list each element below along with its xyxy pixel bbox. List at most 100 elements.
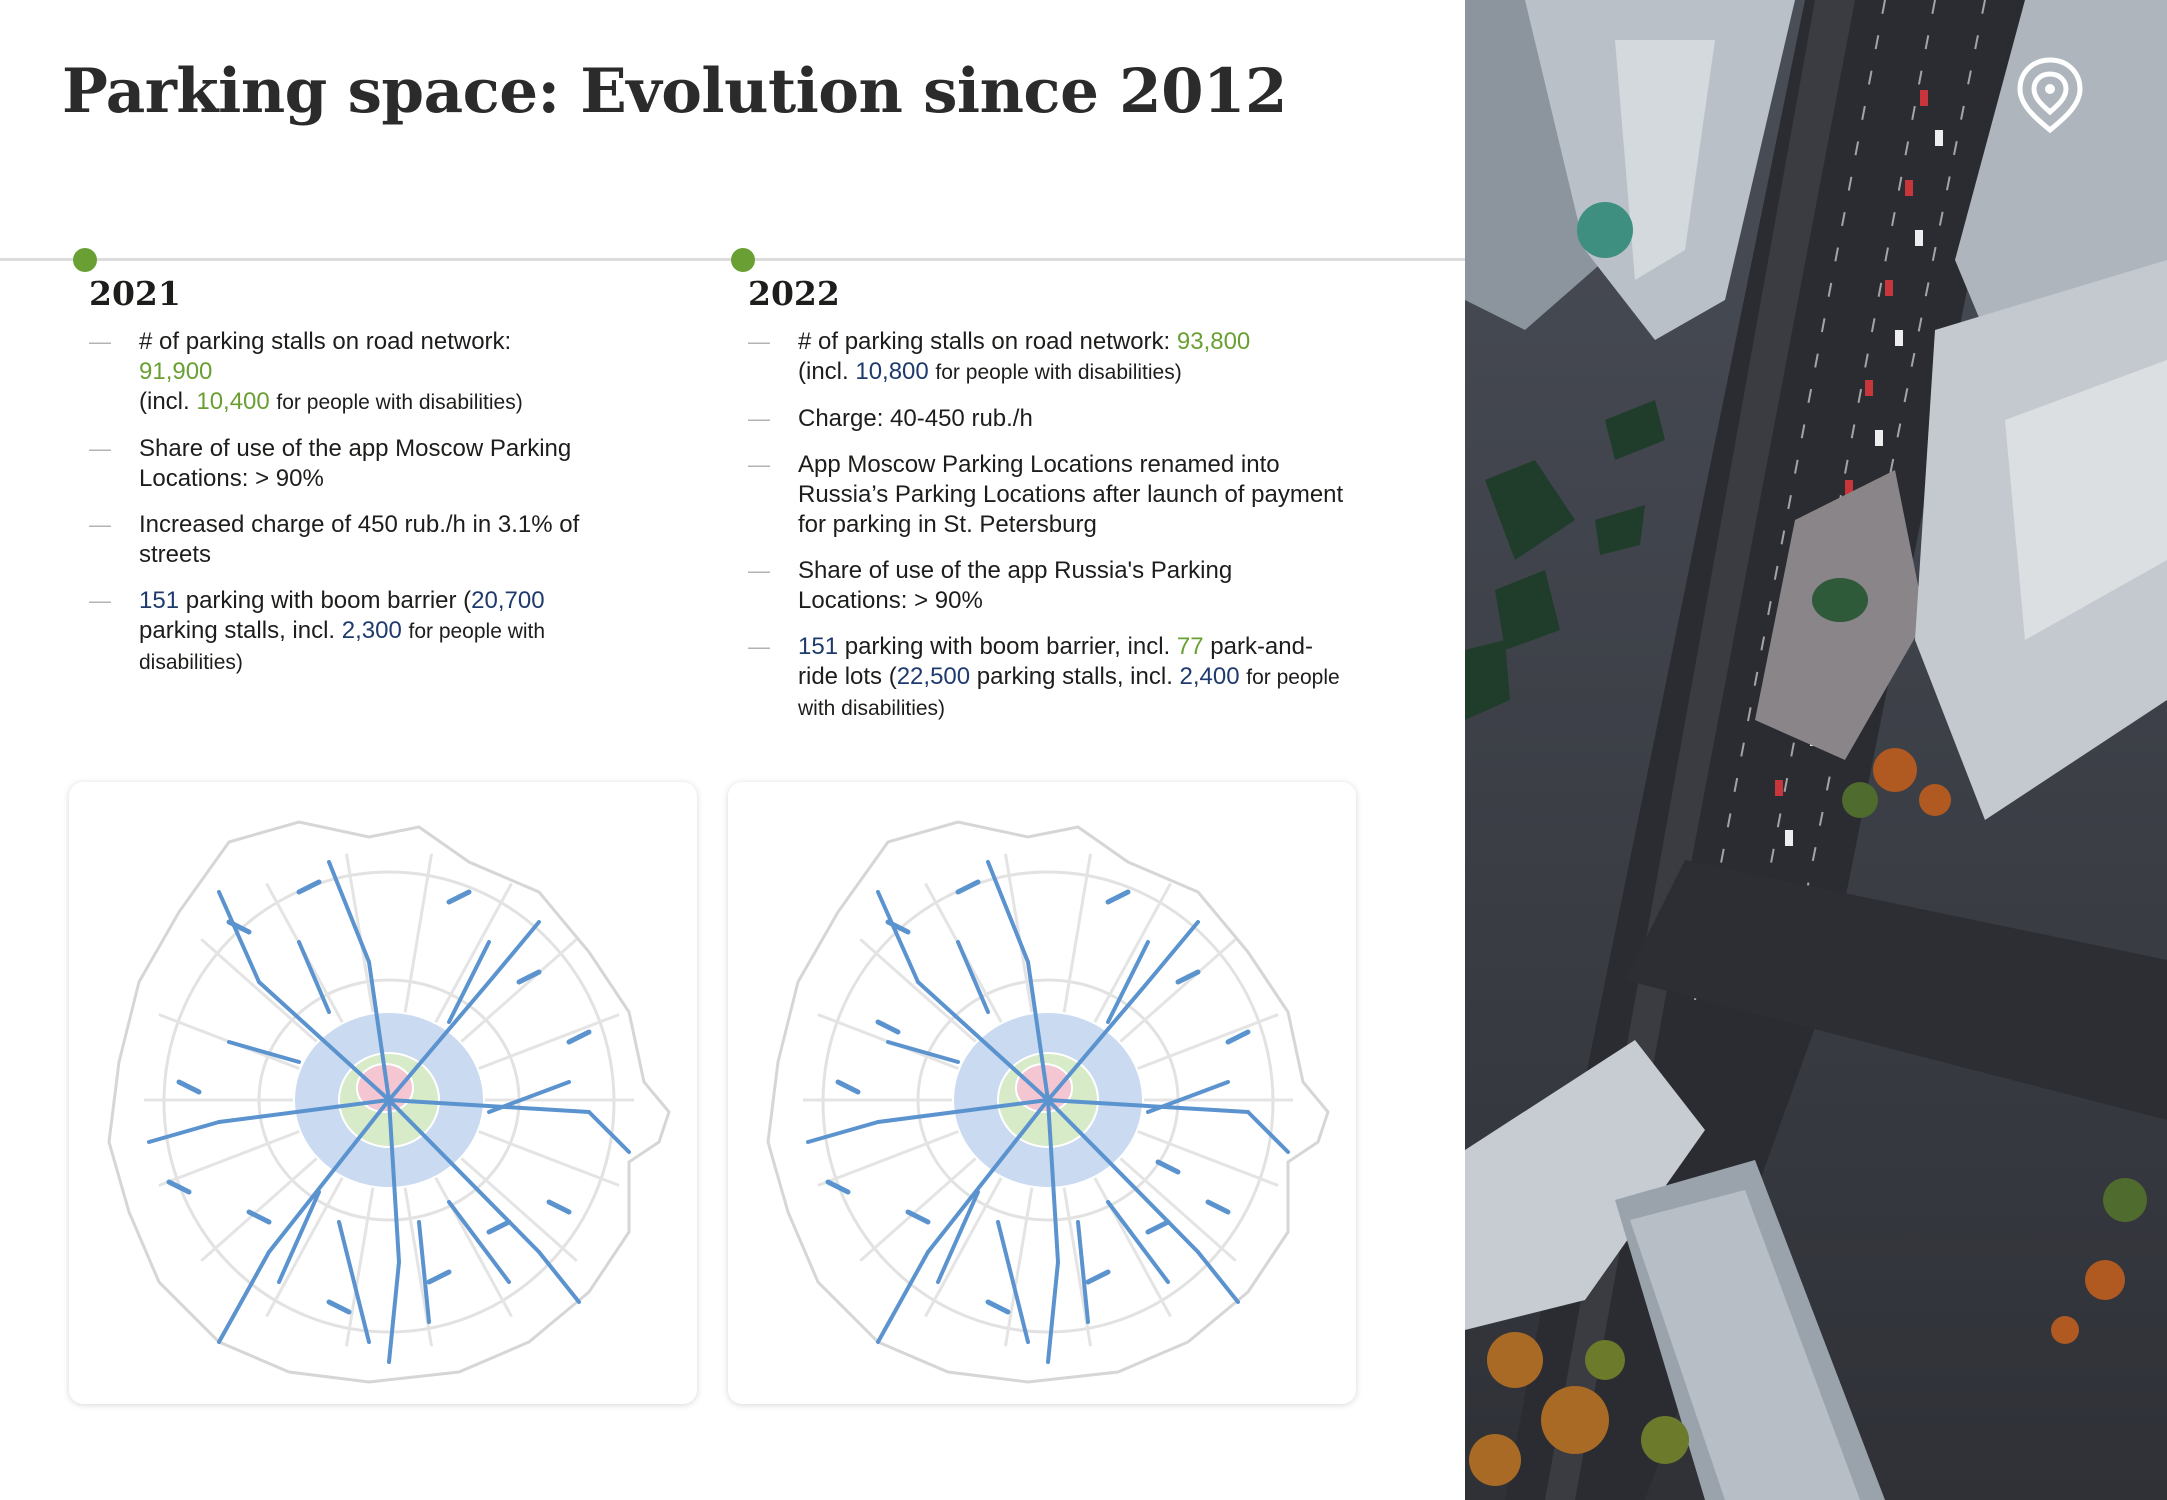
item-text: Share of use of the app Russia's Parking…	[798, 556, 1233, 614]
paid-street	[1046, 980, 1150, 1102]
paid-street	[487, 920, 541, 984]
street-radial	[344, 1163, 379, 1347]
dash-icon: —	[89, 511, 111, 537]
paid-street	[936, 1190, 980, 1284]
street-radial	[1113, 1120, 1279, 1187]
parking-segment	[1175, 969, 1201, 985]
paid-street	[487, 1080, 571, 1114]
moscow-parking-map-2022	[766, 820, 1330, 1384]
item-text: park-and-ride lots (	[798, 632, 1313, 690]
dash-icon: —	[89, 587, 111, 613]
paid-street	[1196, 1250, 1240, 1304]
list-item: — Charge: 40-450 rub./h	[748, 404, 1348, 434]
stalls-value: 93,800	[1176, 327, 1251, 355]
boom-barrier-count: 151	[139, 586, 180, 614]
paid-street	[277, 1190, 321, 1284]
street-radial	[158, 1120, 324, 1187]
list-item: — # of parking stalls on road network: 9…	[748, 327, 1348, 388]
street-radial	[441, 938, 578, 1060]
paid-street	[217, 1250, 271, 1344]
item-text: parking stalls, incl.	[976, 662, 1173, 690]
dash-icon: —	[748, 451, 770, 477]
paid-street	[876, 890, 920, 984]
item-text: # of parking stalls on road network:	[798, 327, 1171, 355]
parking-segment	[985, 1299, 1011, 1315]
street-radial	[859, 938, 996, 1060]
parking-segment	[446, 889, 472, 905]
column-2022: 2022 — # of parking stalls on road netwo…	[748, 275, 1348, 740]
parking-segment	[166, 1179, 192, 1195]
paid-street	[876, 1098, 1050, 1124]
item-text: Charge: 40-450 rub./h	[798, 404, 1033, 432]
incl-tail: for people with disabilities)	[935, 360, 1182, 384]
parking-segment	[326, 1299, 352, 1315]
paid-street	[367, 960, 391, 1102]
paid-street	[806, 1120, 880, 1144]
street-radial	[1113, 1013, 1279, 1080]
timeline-dot-2022	[731, 248, 755, 272]
disabled-stalls-value: 10,400	[196, 387, 270, 415]
street-radial	[817, 1120, 983, 1187]
street-radial	[454, 1013, 620, 1080]
paid-street	[1046, 1260, 1060, 1364]
column-2021: 2021 — # of parking stalls on road netwo…	[89, 275, 609, 694]
parking-segment	[1105, 889, 1131, 905]
item-text: Increased charge of 450 rub./h in 3.1% o…	[139, 510, 580, 568]
parking-segment	[296, 879, 322, 895]
parking-segment	[566, 1029, 592, 1045]
paid-street	[996, 1220, 1030, 1344]
dash-icon: —	[89, 435, 111, 461]
paid-street	[447, 940, 491, 1024]
disabled-stalls-value: 10,800	[855, 357, 929, 385]
dash-icon: —	[748, 405, 770, 431]
paid-street	[1046, 1098, 1250, 1114]
parking-segment	[176, 1079, 202, 1095]
paid-street	[1046, 1098, 1060, 1264]
paid-street	[267, 1098, 391, 1254]
stalls-value: 91,900	[139, 357, 213, 385]
paid-street	[1046, 1098, 1200, 1254]
paid-street	[876, 1250, 930, 1344]
paid-street	[1076, 1220, 1090, 1324]
street-radial	[1058, 853, 1093, 1037]
parking-segment	[426, 1269, 452, 1285]
paid-street	[537, 1250, 581, 1304]
dash-icon: —	[748, 328, 770, 354]
street-radial	[924, 1155, 1015, 1318]
bullet-list-2021: — # of parking stalls on road network: 9…	[89, 327, 609, 678]
boom-barrier-count: 151	[798, 632, 839, 660]
parking-segment	[1145, 1219, 1171, 1235]
boom-barrier-stalls: 20,700	[471, 586, 545, 614]
parking-segment	[905, 1209, 931, 1225]
item-text: parking stalls, incl.	[139, 616, 336, 644]
boom-barrier-stalls: 22,500	[896, 662, 971, 690]
item-text: parking with boom barrier, incl.	[844, 632, 1171, 660]
paid-street	[1026, 960, 1050, 1102]
street-radial	[1100, 938, 1237, 1060]
item-text: Share of use of the app Moscow Parking L…	[139, 434, 572, 492]
paid-street	[387, 1260, 401, 1364]
street-radial	[441, 1140, 578, 1262]
parking-segment	[246, 1209, 272, 1225]
mkad-ring	[162, 870, 616, 1334]
paid-street	[387, 980, 491, 1102]
paid-street	[956, 940, 990, 1014]
year-heading-2022: 2022	[748, 274, 840, 313]
parking-segment	[955, 879, 981, 895]
list-item: — Share of use of the app Russia's Parki…	[748, 556, 1348, 616]
parking-segment	[546, 1199, 572, 1215]
paid-street	[916, 980, 1050, 1102]
paid-street	[587, 1110, 631, 1154]
paid-street	[217, 890, 261, 984]
incl-tail: for people with disabilities)	[276, 390, 523, 414]
aerial-photo-illustration	[1465, 0, 2167, 1500]
paid-street	[1106, 940, 1150, 1024]
parking-segment	[1085, 1269, 1111, 1285]
parking-segment	[226, 919, 252, 935]
dash-icon: —	[748, 557, 770, 583]
street-radial	[200, 938, 337, 1060]
parking-segment	[1155, 1159, 1181, 1175]
timeline-dot-2021	[73, 248, 97, 272]
item-text: App Moscow Parking Locations renamed int…	[798, 450, 1344, 538]
paid-street	[387, 1098, 591, 1114]
